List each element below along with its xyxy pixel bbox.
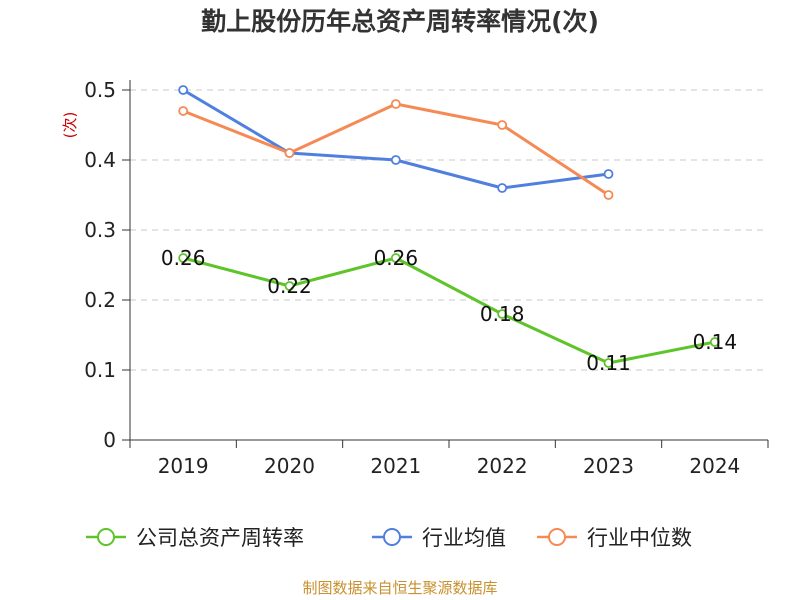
data-point (603, 358, 614, 368)
data-point (284, 281, 295, 291)
data-point (497, 309, 508, 319)
chart-title: 勤上股份历年总资产周转率情况(次) (201, 7, 599, 36)
legend-label: 公司总资产周转率 (136, 526, 304, 550)
data-point (390, 155, 401, 165)
legend-swatch-marker (548, 528, 566, 546)
x-tick-label: 2019 (158, 454, 209, 478)
data-point (497, 120, 508, 130)
data-label: 0.22 (267, 274, 312, 298)
data-label: 0.26 (161, 246, 206, 270)
x-tick-label: 2024 (689, 454, 740, 478)
data-point (497, 183, 508, 193)
series-line (182, 256, 716, 365)
data-point (178, 253, 189, 263)
y-tick-label: 0 (103, 428, 116, 452)
x-tick-label: 2023 (583, 454, 634, 478)
legend-label: 行业均值 (422, 526, 506, 550)
data-point (178, 85, 189, 95)
y-tick-label: 0.1 (84, 358, 116, 382)
y-tick-label: 0.2 (84, 288, 116, 312)
source-note: 制图数据来自恒生聚源数据库 (302, 579, 498, 597)
data-point (178, 106, 189, 116)
legend-swatch-marker (383, 528, 401, 546)
data-point (709, 337, 720, 347)
data-label: 0.18 (480, 302, 525, 326)
data-label: 0.26 (374, 246, 419, 270)
data-label: 0.11 (586, 351, 631, 375)
data-point (284, 148, 295, 158)
x-tick-label: 2020 (264, 454, 315, 478)
y-tick-label: 0.3 (84, 218, 116, 242)
legend-label: 行业中位数 (587, 526, 692, 550)
x-tick-label: 2022 (477, 454, 528, 478)
y-axis-label: (次) (61, 112, 79, 139)
y-tick-label: 0.4 (84, 148, 116, 172)
data-point (390, 99, 401, 109)
x-tick-label: 2021 (370, 454, 421, 478)
legend-swatch-marker (97, 528, 115, 546)
y-tick-label: 0.5 (84, 78, 116, 102)
data-point (603, 190, 614, 200)
data-point (603, 169, 614, 179)
data-label: 0.14 (693, 330, 738, 354)
data-point (390, 253, 401, 263)
